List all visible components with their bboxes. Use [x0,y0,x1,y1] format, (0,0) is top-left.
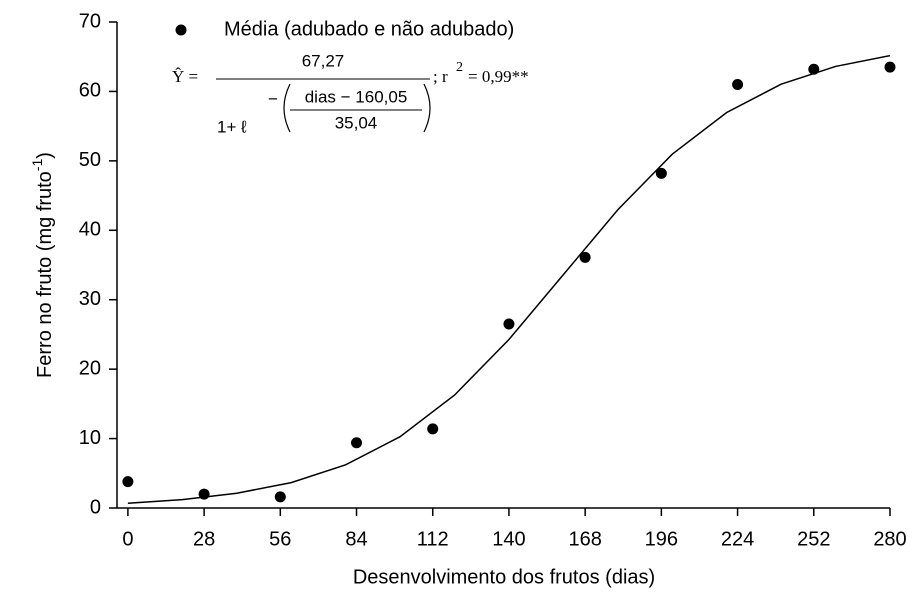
y-axis-title: Ferro no fruto (mg fruto-1) [29,152,57,378]
x-tick-label: 112 [417,528,449,550]
eq-r-value: = 0,99** [468,67,529,86]
eq-exp-sign: − [268,89,278,108]
y-tick-label: 20 [79,357,101,379]
eq-r: ; r [433,67,448,86]
equation: Ŷ = 67,27 1+ ℓ − dias − 160,05 35,04 ; r… [172,51,529,136]
legend-label: Média (adubado e não adubado) [224,18,514,40]
x-axis-title: Desenvolvimento dos frutos (dias) [353,566,655,588]
eq-denominator: 1+ ℓ [217,117,247,136]
paren [423,83,431,133]
data-point [655,167,667,179]
paren [283,83,291,133]
eq-numerator: 67,27 [302,51,345,70]
x-tick-label: 224 [721,528,754,550]
y-tick-label: 50 [79,149,101,171]
data-point [351,437,363,449]
y-tick-label: 70 [79,10,101,32]
x-tick-label: 140 [492,528,525,550]
data-point [122,476,134,488]
data-point [579,251,591,263]
x-tick-label: 252 [797,528,830,550]
eq-lhs: Ŷ = [172,67,198,86]
data-point [884,61,896,73]
x-tick-label: 280 [873,528,906,550]
y-title-text: Ferro no fruto (mg fruto [34,171,56,378]
y-tick-label: 30 [79,288,101,310]
eq-exp-denominator: 35,04 [335,113,378,132]
y-tick-label: 0 [90,496,101,518]
x-tick-label: 28 [193,528,215,550]
x-tick-label: 0 [122,528,133,550]
fit-curve [127,54,891,504]
legend-marker [175,24,187,36]
x-tick-label: 84 [345,528,367,550]
y-tick-label: 40 [79,219,101,241]
data-point [427,423,439,435]
x-tick-label: 196 [645,528,678,550]
data-point [503,318,515,330]
y-tick-label: 60 [79,80,101,102]
eq-exp-numerator: dias − 160,05 [305,87,408,106]
y-title-sup: -1 [29,159,45,172]
data-point [274,491,286,503]
eq-r-sup: 2 [456,60,463,75]
x-tick-label: 168 [568,528,601,550]
y-title-end: ) [34,152,56,159]
y-tick-label: 10 [79,427,101,449]
data-point [732,78,744,90]
x-tick-label: 56 [269,528,291,550]
